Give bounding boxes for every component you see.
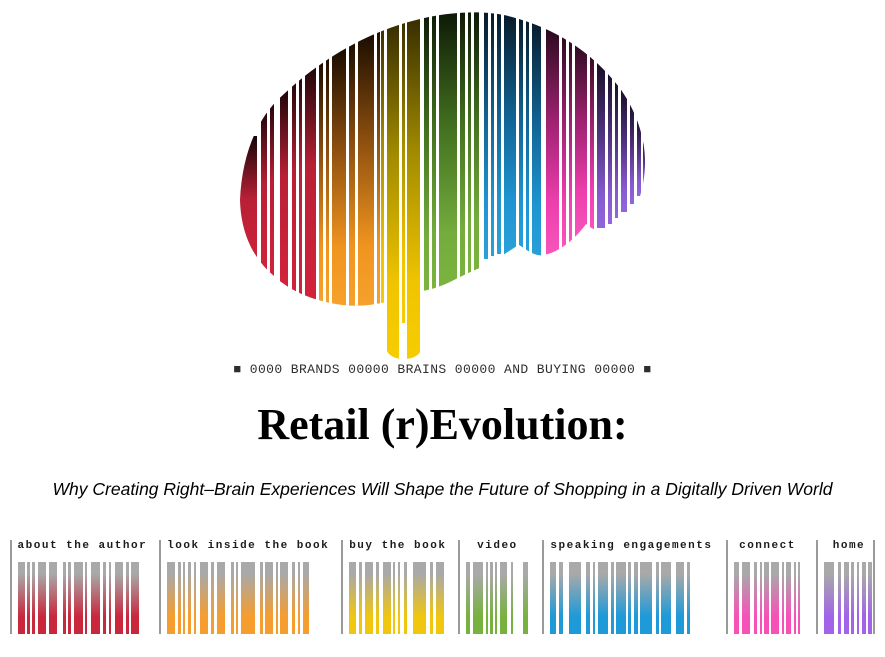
nav-separator: [159, 540, 162, 635]
nav-item-label: home: [832, 540, 866, 553]
nav-item-label: buy the book: [349, 540, 447, 553]
nav-separator: [341, 540, 344, 635]
logo-container: [238, 8, 648, 360]
page: ■ 0000 BRANDS 00000 BRAINS 00000 AND BUY…: [0, 8, 885, 657]
nav-item-barcode: [167, 562, 320, 635]
nav-item-barcode: [466, 562, 529, 635]
nav-separator: [816, 540, 819, 635]
nav-item-label: look inside the book: [167, 540, 330, 553]
nav-item-look-inside[interactable]: look inside the book: [167, 540, 330, 635]
nav-item-barcode: [734, 562, 801, 635]
main-nav: about the author look inside the book buy …: [0, 540, 885, 635]
nav-separator: [9, 540, 12, 635]
nav-item-connect[interactable]: connect: [734, 540, 801, 635]
nav-item-barcode: [550, 562, 696, 635]
nav-item-speaking[interactable]: speaking engagements: [550, 540, 713, 635]
nav-item-barcode: [17, 562, 139, 635]
nav-item-buy[interactable]: buy the book: [349, 540, 447, 635]
nav-separator: [726, 540, 729, 635]
nav-item-barcode: [824, 562, 873, 635]
nav-separator: [873, 540, 876, 635]
nav-item-label: connect: [739, 540, 796, 553]
logo-tagline: ■ 0000 BRANDS 00000 BRAINS 00000 AND BUY…: [233, 362, 652, 377]
nav-item-video[interactable]: video: [466, 540, 529, 635]
nav-separator: [542, 540, 545, 635]
nav-item-label: about the author: [17, 540, 148, 553]
page-title: Retail (r)Evolution:: [257, 400, 628, 449]
nav-separator: [458, 540, 461, 635]
nav-item-home[interactable]: home: [824, 540, 873, 635]
brain-barcode-logo-icon: [239, 12, 645, 359]
page-subtitle: Why Creating Right–Brain Experiences Wil…: [52, 479, 833, 500]
nav-item-label: video: [477, 540, 518, 553]
nav-item-label: speaking engagements: [550, 540, 713, 553]
nav-item-about[interactable]: about the author: [17, 540, 148, 635]
nav-item-barcode: [349, 562, 445, 635]
